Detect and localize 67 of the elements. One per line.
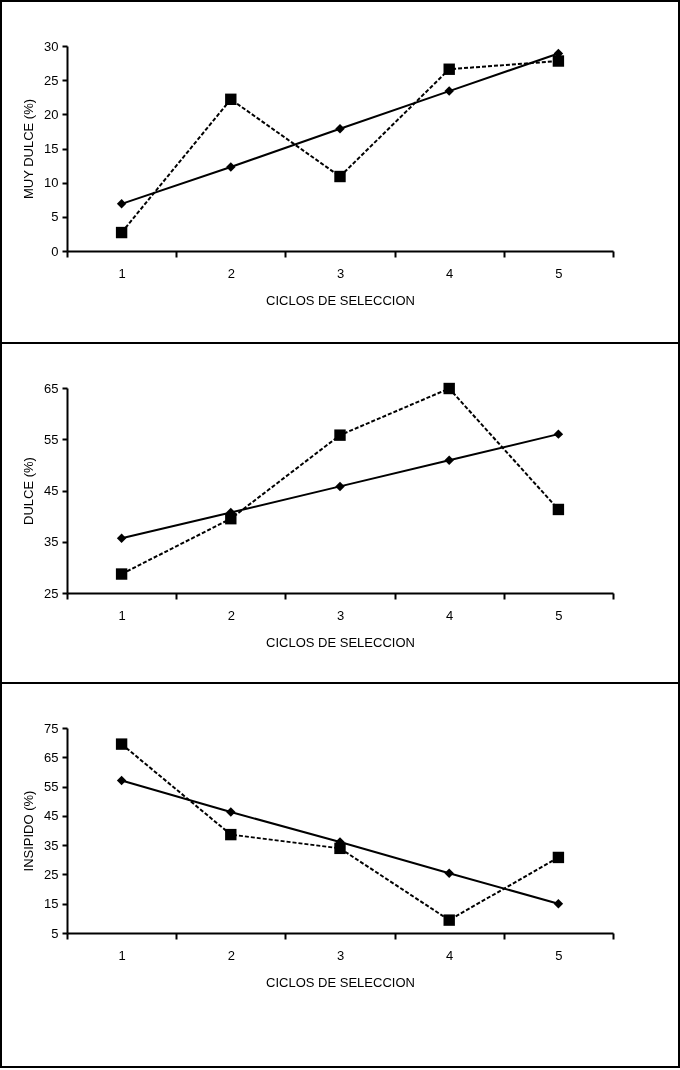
x-tick-label: 3 [336, 607, 345, 623]
point [115, 226, 128, 239]
point [226, 162, 236, 172]
y-tick-label: 25 [44, 72, 59, 88]
x-axis-title: CICLOS DE SELECCION [266, 974, 415, 990]
y-axis-title: INSIPIDO (%) [21, 790, 37, 872]
point [443, 63, 455, 75]
point [334, 429, 346, 441]
point [552, 851, 565, 864]
x-tick-label: 3 [336, 947, 345, 963]
point [335, 481, 345, 492]
x-axis-title: CICLOS DE SELECCION [266, 292, 415, 308]
x-tick-label: 2 [227, 947, 235, 963]
x-axis-title: CICLOS DE SELECCION [266, 634, 415, 650]
y-tick-label: 55 [44, 431, 59, 447]
x-tick-label: 1 [118, 265, 126, 281]
y-tick-label: 25 [44, 866, 59, 882]
y-axis-title: DULCE (%) [21, 457, 37, 525]
point [225, 93, 237, 105]
y-tick-label: 35 [44, 837, 59, 853]
point [553, 898, 564, 909]
point [444, 86, 454, 96]
point [116, 533, 127, 543]
y-tick-label: 75 [44, 720, 59, 736]
point [552, 503, 565, 516]
point [334, 170, 346, 183]
x-tick-label: 1 [118, 607, 126, 623]
y-tick-label: 5 [51, 209, 59, 225]
point [443, 382, 455, 395]
y-tick-label: 45 [44, 483, 59, 498]
x-tick-label: 4 [446, 947, 454, 963]
point [115, 738, 128, 750]
point [444, 868, 454, 878]
point [443, 914, 455, 926]
y-tick-label: 45 [44, 808, 59, 824]
x-tick-label: 2 [227, 607, 235, 623]
x-tick-label: 4 [446, 607, 454, 623]
x-tick-label: 1 [118, 947, 126, 963]
y-tick-label: 5 [51, 925, 59, 941]
y-tick-label: 15 [44, 141, 59, 156]
y-tick-label: 65 [44, 380, 59, 396]
y-tick-label: 55 [44, 779, 59, 795]
x-tick-label: 5 [555, 265, 563, 281]
x-tick-label: 4 [446, 265, 454, 281]
x-tick-label: 3 [336, 265, 345, 281]
x-tick-label: 2 [227, 265, 235, 281]
point [115, 568, 128, 580]
point [334, 842, 346, 855]
y-tick-label: 30 [44, 38, 59, 54]
point [225, 828, 237, 841]
point [225, 512, 237, 525]
point [116, 775, 127, 786]
point [444, 455, 454, 466]
y-tick-label: 35 [44, 534, 59, 550]
y-tick-label: 10 [44, 175, 59, 191]
point [116, 199, 127, 209]
y-tick-label: 25 [44, 585, 59, 601]
point [552, 55, 565, 67]
point [335, 123, 345, 134]
x-tick-label: 5 [555, 607, 563, 623]
y-tick-label: 0 [51, 243, 59, 259]
y-tick-label: 15 [44, 896, 59, 912]
point [553, 429, 564, 439]
y-tick-label: 20 [44, 106, 59, 122]
y-tick-label: 65 [44, 749, 59, 765]
x-tick-label: 5 [555, 947, 563, 963]
y-axis-title: MUY DULCE (%) [21, 98, 37, 200]
